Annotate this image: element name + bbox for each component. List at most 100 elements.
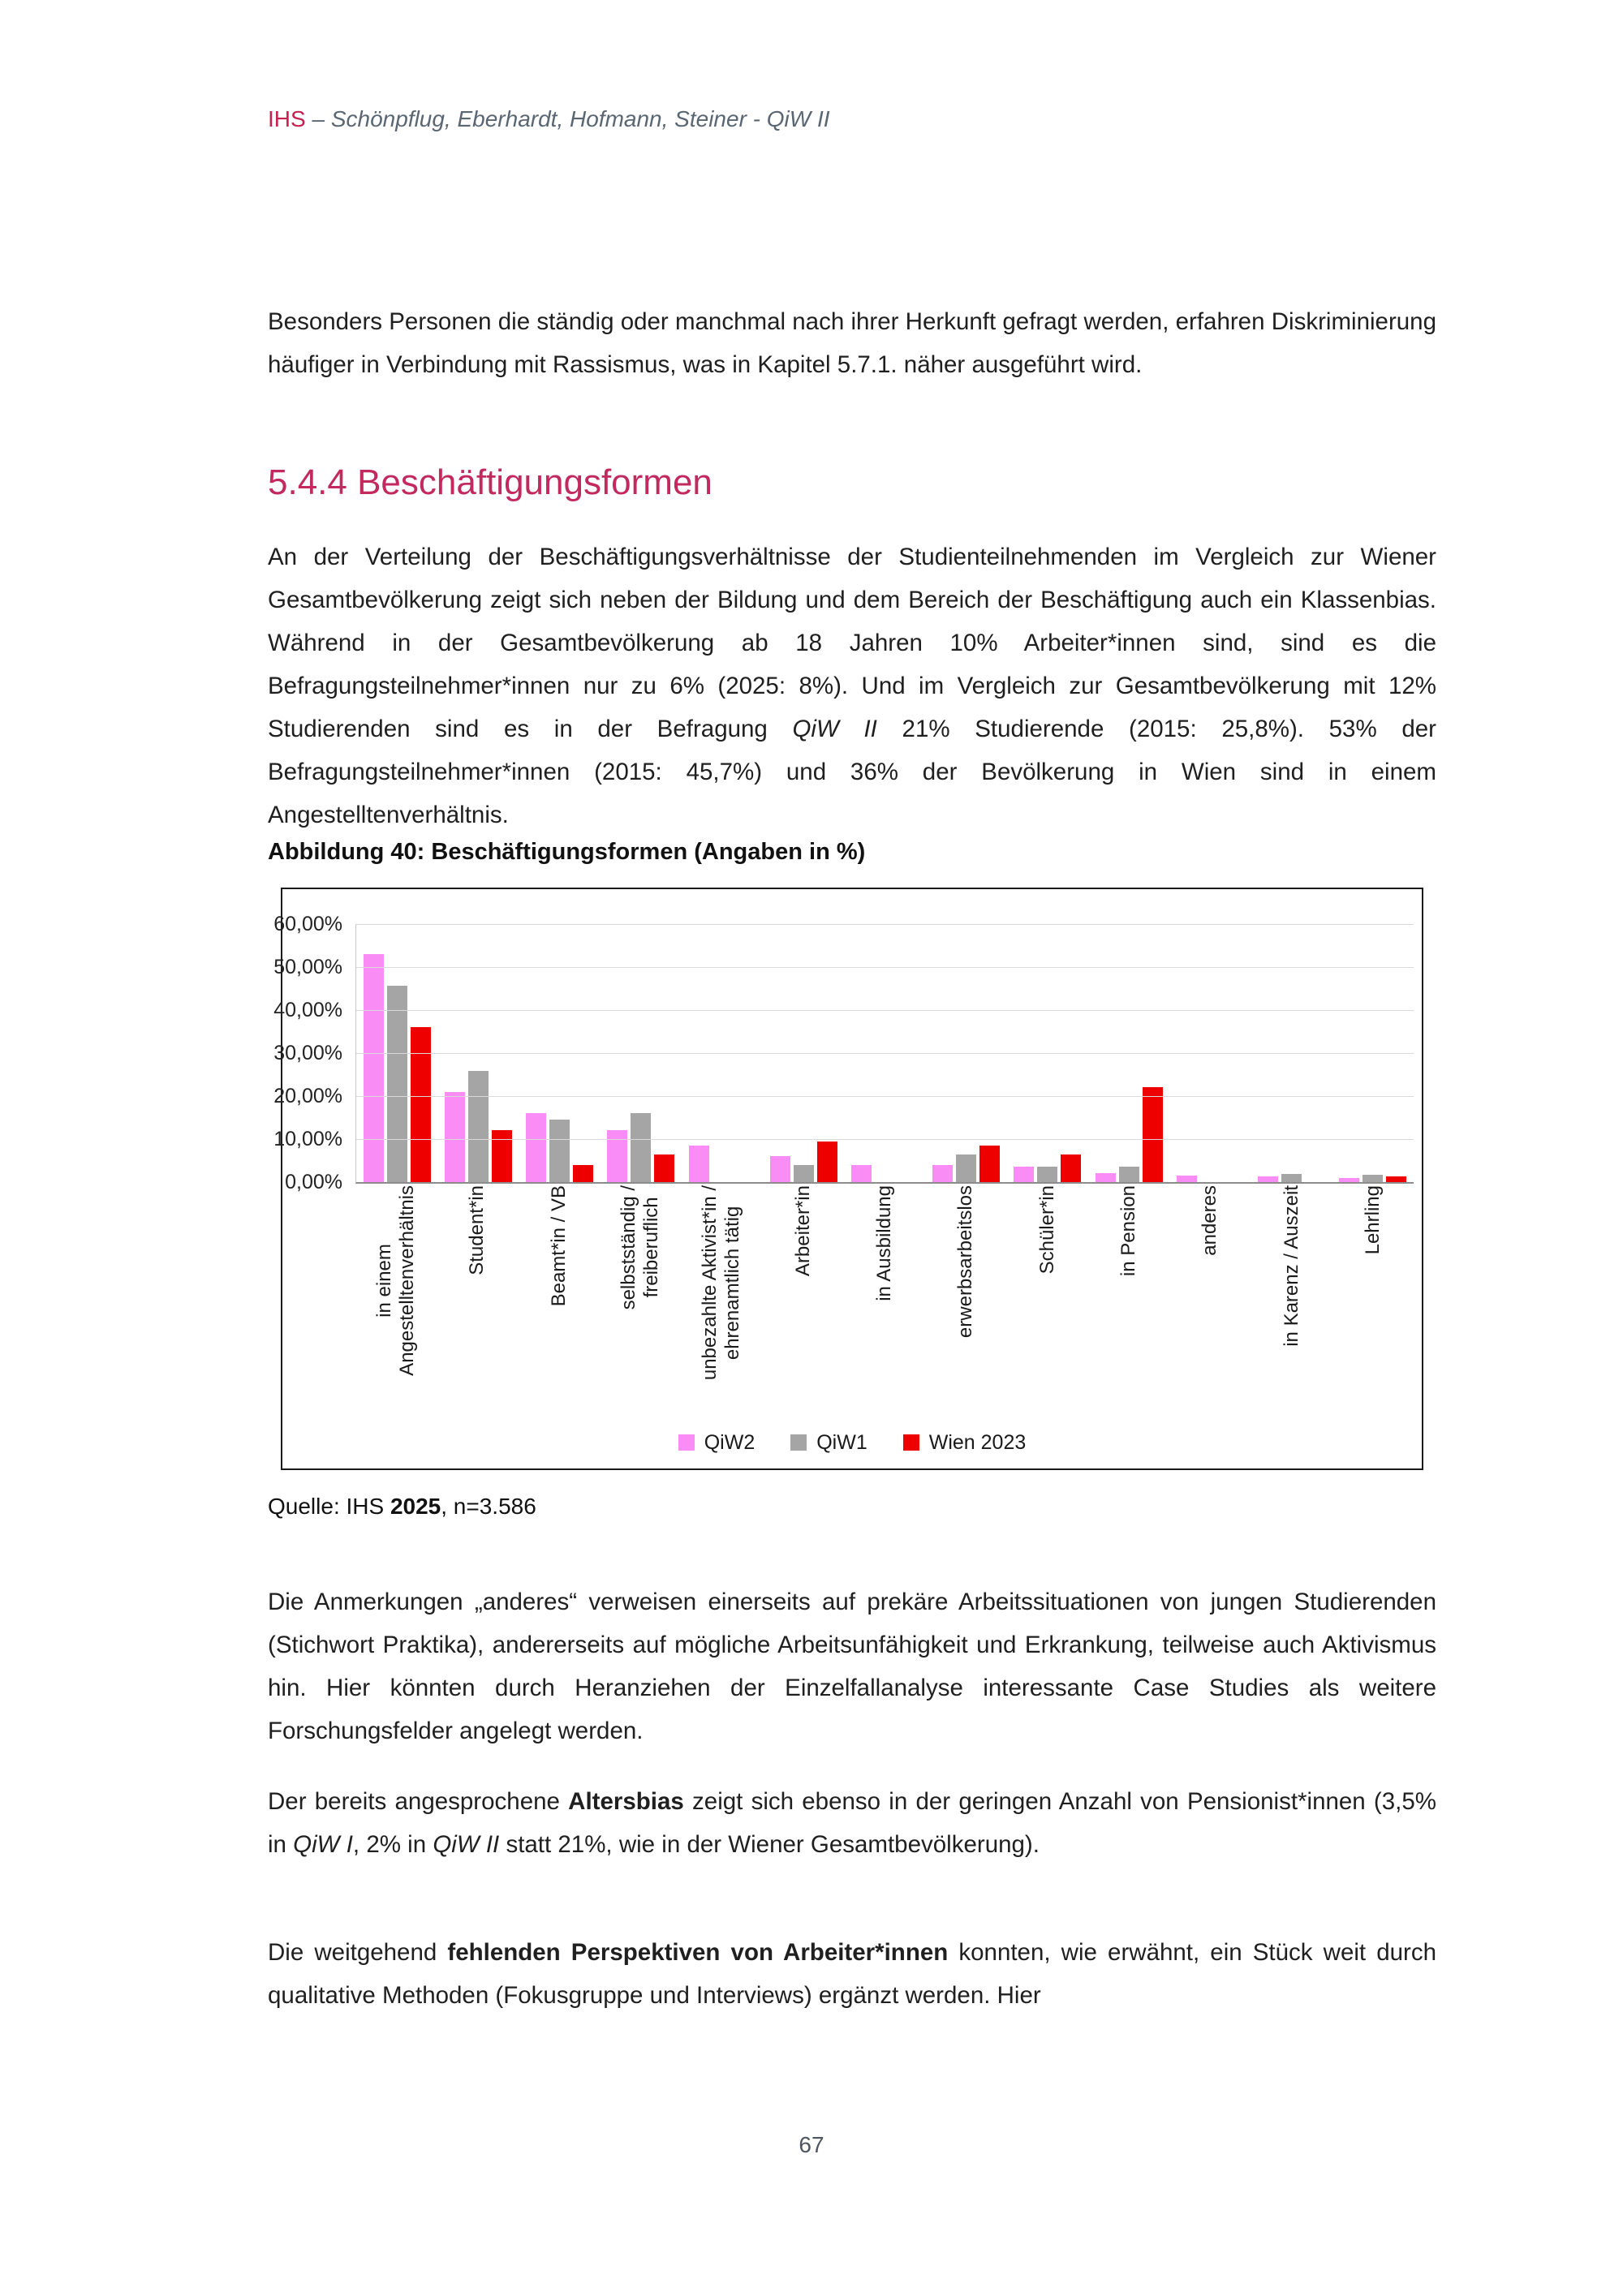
paragraph-altersbias: Der bereits angesprochene Altersbias zei…: [268, 1780, 1436, 1866]
x-axis-category: unbezahlte Aktivist*in / ehrenamtlich tä…: [681, 1185, 762, 1412]
gridline: [356, 1096, 1414, 1097]
x-axis-category-label: Lehrling: [1361, 1185, 1384, 1255]
legend-swatch: [902, 1434, 919, 1451]
text-segment: 2025: [390, 1494, 441, 1519]
x-axis-category-label: in Ausbildung: [873, 1185, 896, 1301]
page-number: 67: [799, 2132, 824, 2157]
paragraph-anderes-notes: Die Anmerkungen „anderes“ verweisen eine…: [268, 1588, 1436, 1744]
x-axis-category-label: in Pension: [1117, 1185, 1139, 1277]
paragraph-arbeiter-perspektiven: Die weitgehend fehlenden Perspektiven vo…: [268, 1931, 1436, 2017]
x-axis-category: Schüler*in: [1007, 1185, 1088, 1412]
x-axis-labels: in einem Angestelltenverhältnis Student*i…: [355, 1185, 1414, 1412]
text-segment: 21% Studierende (2015: 25,8%). 53% der B…: [268, 715, 1436, 828]
text-segment: – Schönpflug, Eberhardt, Hofmann, Steine…: [305, 106, 830, 131]
legend-label: Wien 2023: [928, 1430, 1027, 1454]
bar-group: [1169, 924, 1251, 1182]
bar-qiw1: [956, 1154, 977, 1182]
x-axis-category: Beamt*in / VB: [519, 1185, 600, 1412]
text-segment: Der bereits angesprochene: [268, 1787, 569, 1815]
bar-group: [844, 924, 925, 1182]
text-segment: QiW I: [293, 1830, 353, 1858]
x-axis-category-label: selbstständig / freiberuflich: [618, 1185, 663, 1310]
bar-group: [1251, 924, 1332, 1182]
text-segment: Altersbias: [568, 1787, 684, 1815]
bar-group: [763, 924, 844, 1182]
y-axis-tick-label: 10,00%: [273, 1128, 342, 1150]
bar-group: [519, 924, 600, 1182]
text-segment: IHS: [268, 106, 306, 131]
x-axis-category-label: Beamt*in / VB: [547, 1185, 570, 1307]
gridline: [356, 1010, 1414, 1011]
bar-qiw1: [1037, 1167, 1058, 1182]
text-segment: An der Verteilung der Beschäftigungsverh…: [268, 543, 1436, 742]
paragraph-intro: Besonders Personen die ständig oder manc…: [268, 307, 1436, 378]
bar-group: [356, 924, 437, 1182]
bar-qiw1: [1363, 1175, 1384, 1182]
bar-wien-2023: [979, 1145, 1001, 1182]
text-segment: fehlenden Perspektiven von Arbeiter*inne…: [447, 1938, 949, 1966]
x-axis-category: selbstständig / freiberuflich: [600, 1185, 681, 1412]
bar-wien-2023: [1386, 1176, 1407, 1182]
x-axis-category-label: Arbeiter*in: [791, 1185, 814, 1277]
figure-source: Quelle: IHS 2025, n=3.586: [268, 1493, 1436, 1520]
legend-item-wien-2023: Wien 2023: [902, 1430, 1027, 1455]
bar-qiw2: [363, 954, 384, 1182]
bar-qiw1: [631, 1113, 652, 1182]
plot-area: [355, 924, 1414, 1184]
bar-qiw1: [386, 985, 407, 1182]
chart-legend: QiW2 QiW1 Wien 2023: [282, 1428, 1422, 1457]
text-segment: QiW II: [433, 1830, 500, 1858]
section-heading: 5.4.4 Beschäftigungsformen: [268, 462, 712, 502]
x-axis-category: Lehrling: [1332, 1185, 1414, 1412]
y-axis-tick-label: 60,00%: [273, 913, 342, 935]
bar-group: [682, 924, 763, 1182]
bar-qiw2: [932, 1164, 954, 1182]
x-axis-category-label: Student*in: [466, 1185, 489, 1275]
x-axis-category: anderes: [1169, 1185, 1251, 1412]
x-axis-category-label: erwerbsarbeitslos: [954, 1185, 977, 1339]
x-axis-category-label: in einem Angestelltenverhältnis: [373, 1185, 419, 1376]
bar-qiw2: [1258, 1176, 1279, 1182]
bar-wien-2023: [1142, 1087, 1163, 1182]
gridline: [356, 967, 1414, 968]
y-axis-tick-label: 0,00%: [285, 1171, 342, 1193]
bar-qiw1: [793, 1164, 814, 1182]
text-segment: Die weitgehend: [268, 1938, 448, 1966]
y-axis-tick-label: 40,00%: [273, 999, 342, 1021]
legend-label: QiW2: [704, 1430, 756, 1454]
bar-qiw1: [467, 1071, 489, 1182]
legend-item-qiw1: QiW1: [790, 1431, 867, 1455]
bar-wien-2023: [410, 1027, 431, 1182]
text-segment: Quelle: IHS: [268, 1494, 390, 1519]
x-axis-category-label: in Karenz / Auszeit: [1280, 1185, 1302, 1347]
bar-wien-2023: [573, 1164, 594, 1182]
bar-qiw1: [549, 1120, 570, 1182]
bar-qiw2: [607, 1130, 628, 1182]
bar-qiw2: [1339, 1177, 1360, 1182]
text-segment: statt 21%, wie in der Wiener Gesamtbevöl…: [499, 1830, 1040, 1858]
bar-wien-2023: [491, 1130, 512, 1182]
bar-qiw2: [1014, 1167, 1035, 1182]
text-segment: konnten, wie erwähnt, ein Stück weit dur…: [268, 1938, 1436, 2009]
paragraph-employment-distribution: An der Verteilung der Beschäftigungsverh…: [268, 535, 1436, 836]
bar-qiw2: [688, 1145, 709, 1182]
legend-item-qiw2: QiW2: [678, 1430, 756, 1455]
gridline: [356, 1139, 1414, 1140]
bar-qiw2: [851, 1164, 872, 1182]
bar-group: [1332, 924, 1414, 1182]
x-axis-category: Student*in: [437, 1185, 518, 1412]
figure-caption: Abbildung 40: Beschäftigungsformen (Anga…: [268, 839, 866, 865]
bar-wien-2023: [654, 1154, 675, 1182]
y-axis-tick-label: 20,00%: [273, 1085, 342, 1107]
x-axis-category-label: anderes: [1199, 1185, 1221, 1256]
x-axis-category: in Ausbildung: [844, 1185, 925, 1412]
figure-40-employment-chart: 0,00% 10,00% 20,00% 30,00% 40,00% 50,00% 60,00…: [273, 888, 1423, 1470]
x-axis-category-label: unbezahlte Aktivist*in / ehrenamtlich tä…: [699, 1185, 744, 1381]
text-segment: zeigt sich ebenso in der geringen Anzahl…: [268, 1787, 1436, 1858]
bar-qiw2: [526, 1113, 547, 1182]
bar-qiw1: [1281, 1174, 1302, 1182]
gridline: [356, 924, 1414, 925]
y-axis-tick-label: 50,00%: [273, 956, 342, 978]
text-segment: , n=3.586: [441, 1494, 536, 1519]
bar-group: [1088, 924, 1169, 1182]
